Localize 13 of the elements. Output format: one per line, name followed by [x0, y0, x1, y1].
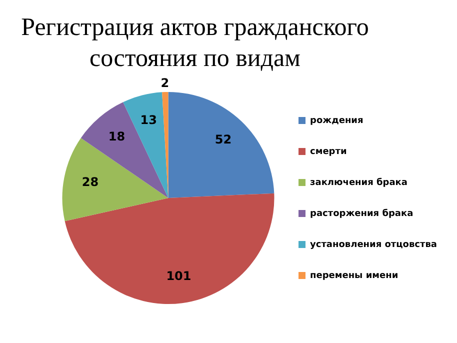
data-label: 2: [160, 76, 170, 90]
data-label: 18: [108, 130, 126, 144]
legend-label: смерти: [310, 146, 347, 157]
data-label: 28: [82, 175, 99, 190]
data-label: 13: [140, 113, 157, 128]
chart-title: Регистрация актов гражданского состояния по видам: [20, 13, 370, 74]
legend-label: расторжения брака: [310, 208, 414, 219]
legend-label: установления отцовства: [310, 240, 438, 250]
legend-label: заключения брака: [310, 176, 408, 188]
data-label: 52: [214, 132, 232, 147]
legend-label: перемены имени: [310, 270, 398, 281]
data-label: 101: [166, 268, 192, 283]
legend-label: рождения: [310, 116, 364, 126]
